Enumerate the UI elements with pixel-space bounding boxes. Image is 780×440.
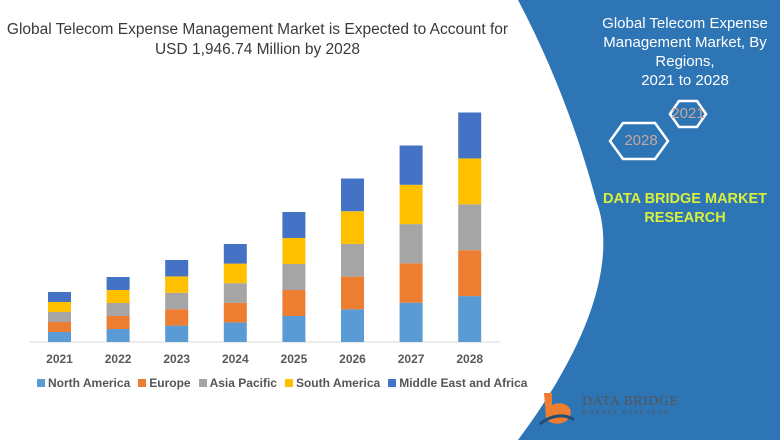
bar-segment-asia-pacific-2021 — [48, 312, 71, 322]
title-line-2: USD 1,946.74 Million by 2028 — [154, 41, 361, 58]
bar-segment-north-america-2027 — [399, 302, 423, 342]
bar-segment-europe-2021 — [48, 322, 71, 332]
legend: North America Europe Asia Pacific South Ame… — [37, 376, 527, 390]
bar-segment-middle-east-and-africa-2025 — [282, 212, 306, 238]
logo-icon — [539, 393, 575, 426]
bar-segment-north-america-2025 — [282, 316, 306, 342]
legend-label: Europe — [149, 376, 191, 390]
side-title: Global Telecom Expense Management Market… — [585, 14, 780, 90]
bar-segment-north-america-2022 — [106, 329, 130, 342]
legend-label: Asia Pacific — [209, 376, 277, 390]
x-tick-label: 2023 — [163, 352, 190, 366]
bars — [48, 112, 482, 342]
bar-segment-europe-2028 — [458, 250, 482, 297]
bar-segment-europe-2027 — [399, 263, 423, 303]
bar-segment-middle-east-and-africa-2026 — [341, 178, 364, 212]
brand-line-1: DATA BRIDGE MARKET — [602, 191, 768, 207]
x-tick-label: 2027 — [398, 352, 425, 366]
bar-segment-north-america-2024 — [223, 322, 247, 342]
legend-item: Europe — [138, 376, 191, 390]
legend-item: North America — [37, 376, 130, 390]
bar-segment-europe-2024 — [223, 302, 247, 323]
bar-segment-north-america-2023 — [165, 325, 189, 342]
bar-segment-asia-pacific-2027 — [399, 224, 423, 264]
bar-segment-south-america-2023 — [165, 276, 189, 293]
logo-subtext: MARKET RESEARCH — [582, 410, 671, 416]
bar-segment-middle-east-and-africa-2021 — [48, 292, 71, 302]
bar-segment-asia-pacific-2025 — [282, 264, 306, 290]
bar-segment-north-america-2021 — [48, 332, 71, 342]
bar-segment-europe-2023 — [165, 309, 189, 326]
bar-segment-south-america-2024 — [223, 263, 247, 284]
title-line-1: Global Telecom Expense Management Market… — [6, 21, 509, 38]
bar-segment-south-america-2025 — [282, 238, 306, 264]
hexagon-2021 — [668, 99, 708, 129]
bar-segment-south-america-2028 — [458, 158, 482, 205]
bar-segment-asia-pacific-2024 — [223, 283, 247, 303]
side-title-line-3: 2021 to 2028 — [641, 72, 729, 89]
bar-segment-middle-east-and-africa-2023 — [165, 260, 189, 277]
logo-name: DATA BRIDGE — [582, 394, 679, 409]
legend-label: Middle East and Africa — [399, 376, 528, 390]
x-tick-label: 2026 — [339, 352, 366, 366]
logo-text: DATA BRIDGE MARKET RESEARCH — [582, 394, 679, 416]
x-tick-labels: 2021 2022 2023 2024 2025 2026 2027 2028 — [46, 352, 483, 366]
bar-segment-south-america-2021 — [48, 302, 71, 312]
bar-segment-europe-2026 — [341, 276, 364, 310]
hex-label-2028: 2028 — [624, 132, 658, 149]
legend-swatch — [198, 379, 207, 387]
legend-label: North America — [48, 376, 131, 390]
x-tick-label: 2021 — [46, 352, 73, 366]
brand-text: DATA BRIDGE MARKET RESEARCH — [585, 190, 780, 228]
legend-swatch — [37, 379, 45, 387]
legend-item: Middle East and Africa — [388, 376, 527, 390]
x-tick-label: 2022 — [105, 352, 132, 366]
bar-segment-south-america-2026 — [341, 211, 364, 244]
bar-segment-north-america-2028 — [458, 296, 482, 342]
bar-segment-europe-2022 — [106, 316, 130, 329]
legend-label: South America — [295, 376, 381, 390]
x-tick-label: 2025 — [281, 352, 308, 366]
bar-segment-middle-east-and-africa-2022 — [106, 277, 130, 290]
legend-item: Asia Pacific — [198, 376, 277, 390]
side-title-line-1: Global Telecom Expense — [602, 15, 768, 32]
x-tick-label: 2024 — [222, 352, 249, 366]
hexagon-2028 — [608, 121, 670, 161]
bar-segment-south-america-2022 — [106, 290, 130, 303]
x-tick-label: 2028 — [456, 352, 483, 366]
legend-item: South America — [284, 376, 381, 390]
bar-segment-middle-east-and-africa-2024 — [223, 244, 247, 264]
bar-segment-middle-east-and-africa-2027 — [399, 145, 423, 185]
side-title-line-2: Management Market, By Regions, — [603, 34, 767, 70]
bar-segment-north-america-2026 — [341, 309, 364, 342]
legend-swatch — [284, 379, 293, 387]
chart-title: Global Telecom Expense Management Market… — [0, 20, 515, 60]
bar-segment-asia-pacific-2026 — [341, 243, 364, 277]
bar-segment-asia-pacific-2028 — [458, 204, 482, 251]
bar-segment-middle-east-and-africa-2028 — [458, 112, 482, 159]
legend-swatch — [138, 379, 147, 387]
bar-segment-south-america-2027 — [399, 184, 423, 225]
side-panel — [518, 0, 780, 440]
brand-line-2: RESEARCH — [644, 210, 726, 226]
bar-segment-europe-2025 — [282, 290, 306, 316]
hex-label-2021: 2021 — [671, 105, 705, 122]
bar-segment-asia-pacific-2023 — [165, 292, 189, 310]
legend-swatch — [388, 379, 397, 387]
bar-segment-asia-pacific-2022 — [106, 303, 130, 316]
